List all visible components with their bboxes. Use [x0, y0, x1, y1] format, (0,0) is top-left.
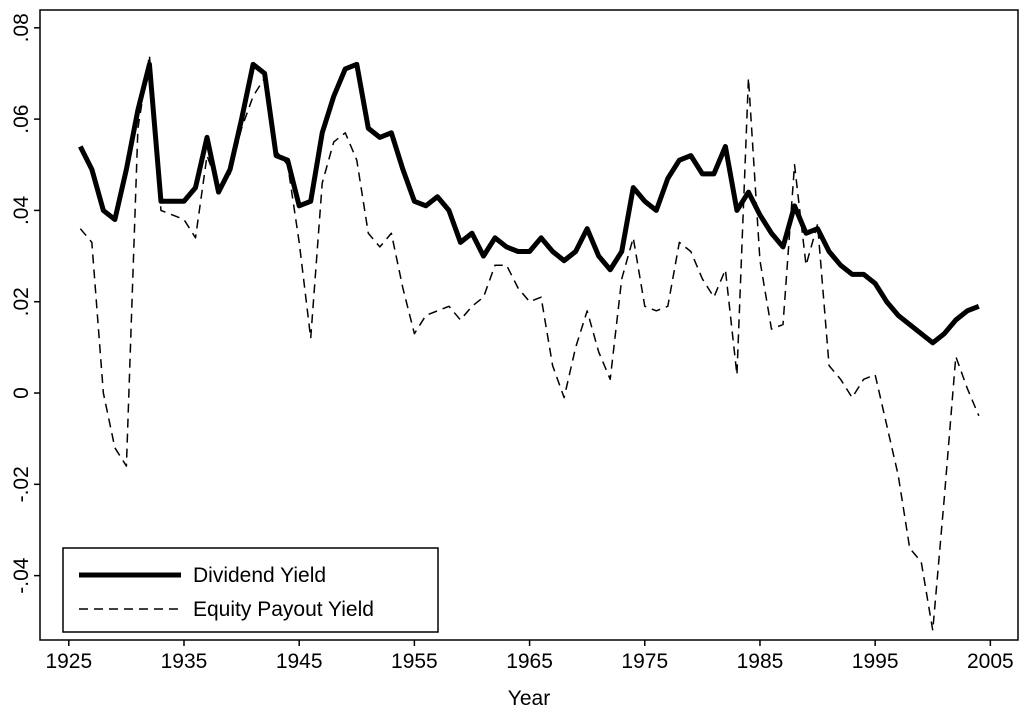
series-line [78, 61, 980, 346]
x-tick-label: 2005 [967, 650, 1014, 673]
y-tick-label: -.02 [10, 466, 33, 502]
y-tick-label: .06 [10, 105, 33, 134]
y-tick-label: .08 [10, 13, 33, 42]
x-tick-label: 1985 [737, 650, 784, 673]
x-tick-label: 1935 [161, 650, 208, 673]
y-tick-label: -.04 [10, 557, 33, 594]
y-tick-label: .04 [10, 196, 33, 226]
y-tick-label: .02 [10, 287, 33, 316]
legend-box [62, 547, 439, 633]
y-tick-label: 0 [10, 387, 33, 399]
legend-label: Equity Payout Yield [193, 598, 374, 621]
x-tick-label: 1945 [276, 650, 323, 673]
x-tick-label: 1995 [852, 650, 899, 673]
x-tick-label: 1925 [45, 650, 92, 673]
x-tick-label: 1965 [506, 650, 553, 673]
x-tick-label: 1955 [391, 650, 438, 673]
legend-label: Dividend Yield [193, 564, 326, 587]
x-axis-label: Year [508, 687, 550, 710]
x-tick-label: 1975 [621, 650, 668, 673]
series-line [79, 54, 980, 632]
